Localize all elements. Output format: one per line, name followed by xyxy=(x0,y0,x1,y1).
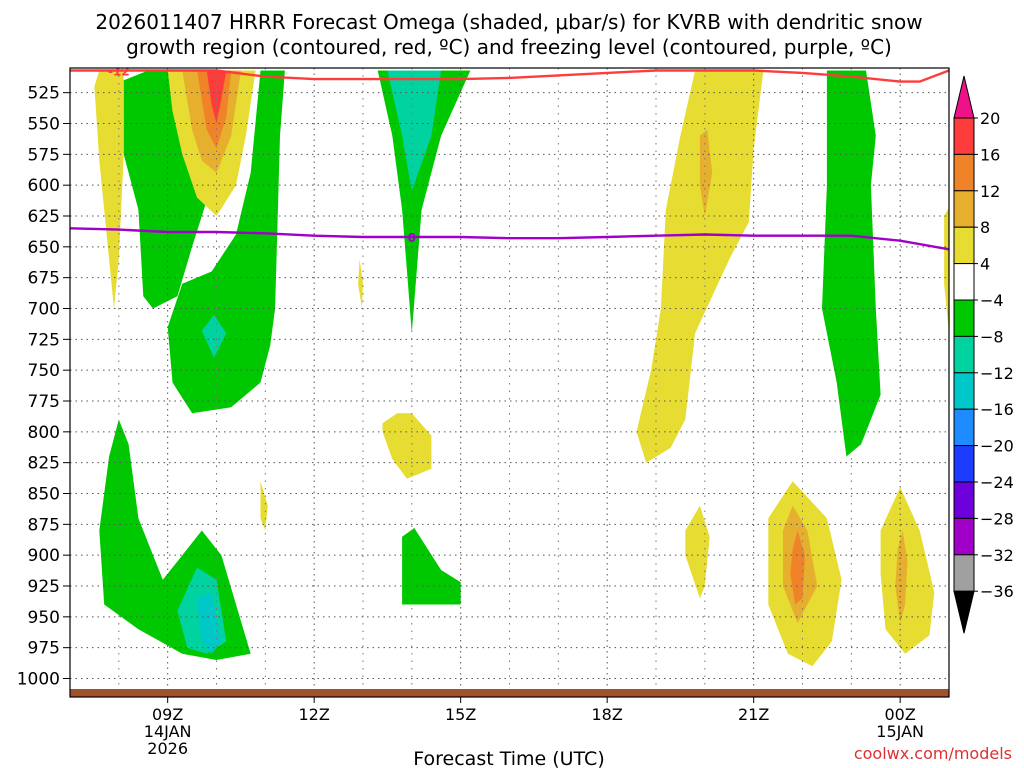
x-tick-date: 15JAN xyxy=(876,722,924,741)
omega-region-rise-14z-column xyxy=(377,70,471,334)
colorbar-arrow-top xyxy=(953,75,975,119)
colorbar-label: 12 xyxy=(980,182,1000,201)
y-tick-label: 800 xyxy=(28,423,60,443)
colorbar-label: −28 xyxy=(980,509,1014,528)
omega-region-sink-20z-core xyxy=(699,129,713,216)
omega-region-sink-24z-lower-8 xyxy=(895,530,908,623)
y-tick-label: 700 xyxy=(28,300,60,320)
x-tick-label: 15Z xyxy=(445,705,476,724)
y-tick-label: 950 xyxy=(28,608,60,628)
omega-region-sink-19z-column xyxy=(636,70,764,463)
colorbar-band xyxy=(953,481,975,519)
y-tick-label: 750 xyxy=(28,361,60,381)
colorbar-label: 8 xyxy=(980,218,990,237)
y-tick-label: 1000 xyxy=(17,670,60,690)
y-tick-label: 900 xyxy=(28,546,60,566)
omega-region-sink-13z-800 xyxy=(382,413,432,479)
omega-region-rise-11z-column xyxy=(167,70,285,414)
colorbar-band xyxy=(953,372,975,410)
omega-region-sink-13z-sliver xyxy=(358,259,363,309)
omega-region-rise-10z-lower-12 xyxy=(197,592,222,654)
x-tick-label: 09Z xyxy=(152,705,183,724)
omega-region-rise-10z-mid-core xyxy=(201,314,227,358)
plot-area: -12 0 525 550 575 600 625 650 675 700 725 750 775 800… xyxy=(17,64,950,758)
plot-frame xyxy=(69,67,950,698)
grid xyxy=(69,68,950,697)
colorbar-label: −12 xyxy=(980,364,1014,383)
colorbar-label: 20 xyxy=(980,109,1000,128)
omega-region-sink-10z-upper-16 xyxy=(206,70,227,124)
contour-lines: -12 0 xyxy=(70,64,949,251)
omega-region-rise-09z-lower xyxy=(99,419,251,660)
omega-region-sink-24z-lower xyxy=(880,487,935,654)
y-tick-label: 600 xyxy=(28,176,60,196)
x-axis-label: Forecast Time (UTC) xyxy=(413,748,604,768)
x-tick-label: 21Z xyxy=(738,705,769,724)
ground-strip xyxy=(70,689,949,697)
colorbar-label: −24 xyxy=(980,473,1014,492)
x-tick-label: 18Z xyxy=(592,705,623,724)
colorbar-band xyxy=(953,445,975,483)
colorbar-label: −36 xyxy=(980,582,1014,601)
colorbar: 20 16 12 8 4 −4 −8 −12 −16 −20 −24 −28 −32 −36 xyxy=(953,75,1014,634)
colorbar-label: −32 xyxy=(980,546,1014,565)
colorbar-band xyxy=(953,408,975,447)
y-tick-label: 675 xyxy=(28,269,60,289)
x-tick-date: 14JAN xyxy=(144,722,192,741)
y-tick-label: 925 xyxy=(28,577,60,597)
omega-region-sink-11z-sliver xyxy=(260,481,268,531)
colorbar-band xyxy=(953,117,975,155)
y-tick-label: 775 xyxy=(28,392,60,412)
colorbar-label: 4 xyxy=(980,255,990,274)
omega-region-sink-25z-edge xyxy=(944,207,949,334)
dendritic-growth-line-label: -12 xyxy=(108,64,130,78)
colorbar-arrow-bottom xyxy=(953,590,975,634)
y-tick-label: 975 xyxy=(28,639,60,659)
omega-region-sink-09z-upper xyxy=(94,70,124,309)
omega-shading xyxy=(94,70,949,667)
freezing-level-line-label: 0 xyxy=(408,231,416,245)
y-tick-label: 575 xyxy=(28,145,60,165)
credit-text: coolwx.com/models xyxy=(854,744,1012,763)
colorbar-band xyxy=(953,263,975,301)
colorbar-band xyxy=(953,299,975,337)
omega-region-rise-14z-column-8 xyxy=(387,70,442,192)
omega-region-rise-14z-lower xyxy=(402,528,461,605)
y-tick-label: 650 xyxy=(28,238,60,258)
colorbar-label: 16 xyxy=(980,145,1000,164)
colorbar-band xyxy=(953,226,975,265)
colorbar-band xyxy=(953,153,975,192)
chart-title-line1: 2026011407 HRRR Forecast Omega (shaded, … xyxy=(95,10,922,34)
colorbar-band xyxy=(953,554,975,592)
colorbar-band xyxy=(953,517,975,556)
x-tick-year: 2026 xyxy=(147,739,188,758)
y-tick-label: 525 xyxy=(28,84,60,104)
colorbar-band xyxy=(953,335,975,374)
omega-region-sink-20z-lower xyxy=(685,505,710,599)
y-axis: 525 550 575 600 625 650 675 700 725 750 775 800 825 8… xyxy=(17,84,70,690)
y-tick-label: 550 xyxy=(28,115,60,135)
colorbar-label: −16 xyxy=(980,400,1014,419)
colorbar-label: −20 xyxy=(980,437,1014,456)
colorbar-label: −8 xyxy=(980,327,1004,346)
omega-region-sink-22z-lower-12 xyxy=(790,530,805,605)
x-tick-label: 12Z xyxy=(299,705,330,724)
dendritic-growth-line xyxy=(70,69,949,83)
colorbar-label: −4 xyxy=(980,291,1004,310)
chart-title-line2: growth region (contoured, red, ºC) and f… xyxy=(126,35,892,59)
y-tick-label: 725 xyxy=(28,330,60,350)
y-tick-label: 850 xyxy=(28,485,60,505)
colorbar-band xyxy=(953,190,975,228)
y-tick-label: 875 xyxy=(28,515,60,535)
y-tick-label: 625 xyxy=(28,207,60,227)
freezing-level-line xyxy=(70,227,949,251)
x-tick-label: 00Z xyxy=(885,705,916,724)
y-tick-label: 825 xyxy=(28,454,60,474)
